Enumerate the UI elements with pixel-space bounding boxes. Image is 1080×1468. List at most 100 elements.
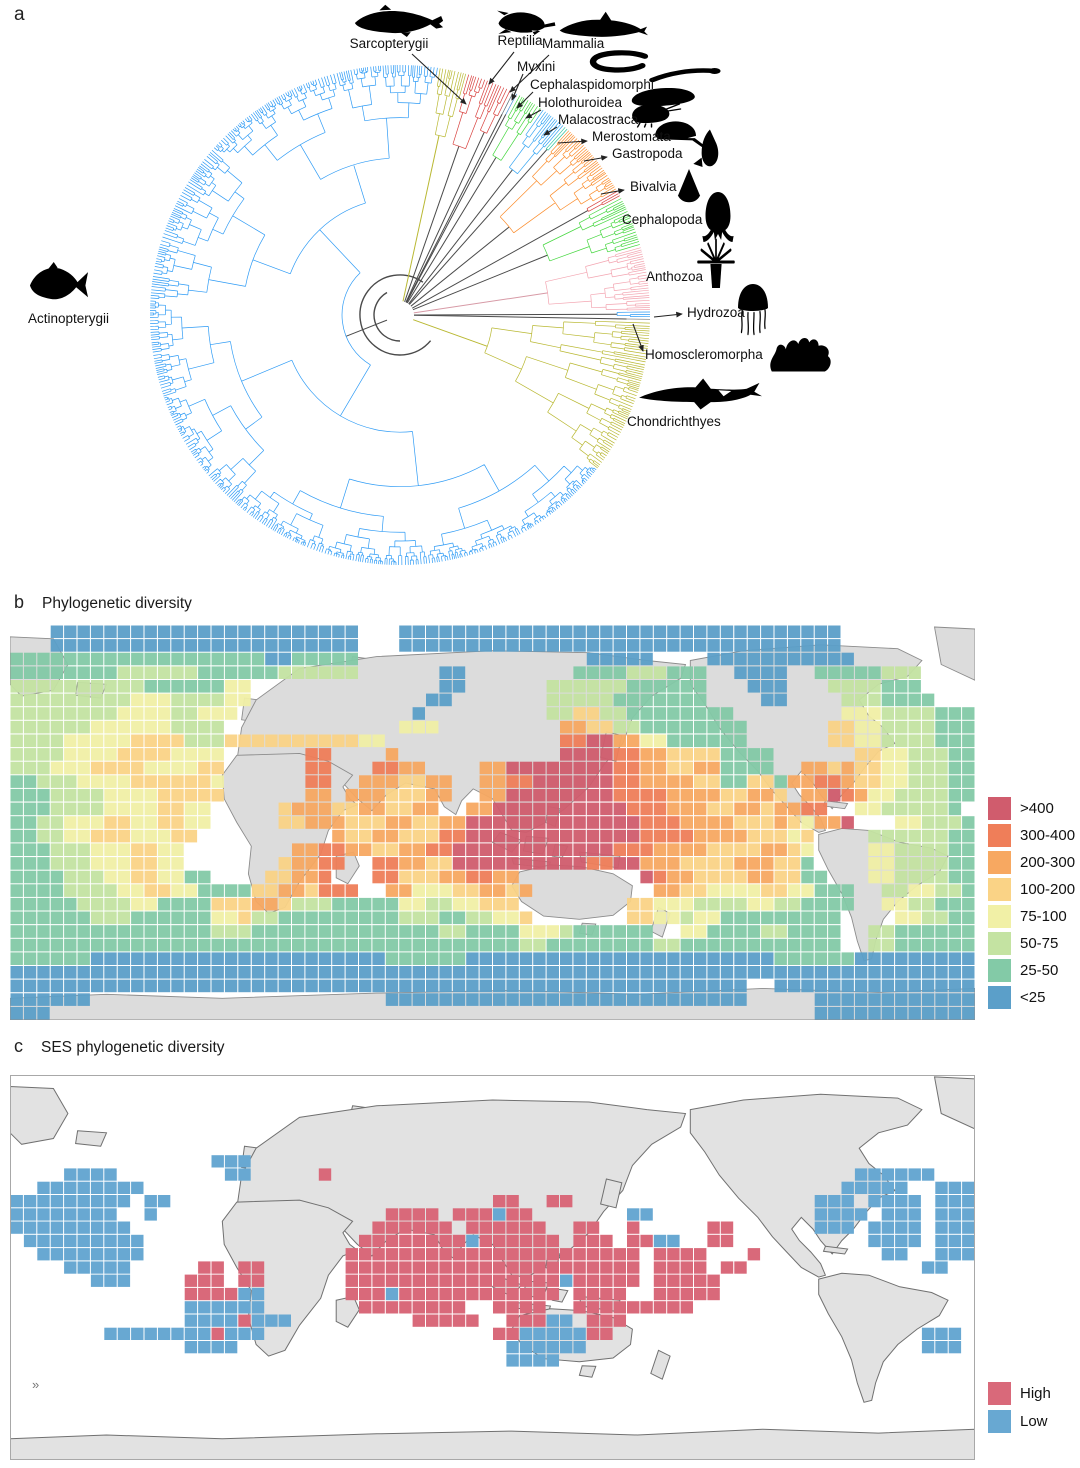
legend-swatch — [988, 824, 1011, 847]
arrow-hydrozoa — [653, 311, 683, 318]
legend-item: High — [988, 1382, 1051, 1405]
panel-a-label: a — [14, 4, 25, 25]
legend-item: 300-400 — [988, 824, 1075, 847]
clade-label-anthozoa: Anthozoa — [646, 269, 704, 284]
clade-wedge-cephalopoda — [542, 198, 640, 262]
clade-wedge-actinopterygii — [149, 64, 597, 566]
sponge-icon — [770, 337, 831, 372]
legend-swatch — [988, 878, 1011, 901]
clade-label-gastropoda: Gastropoda — [612, 146, 683, 161]
legend-item: 100-200 — [988, 878, 1075, 901]
arrow-malacostraca — [543, 126, 558, 136]
legend-label: 75-100 — [1020, 908, 1067, 925]
legend-label: Low — [1020, 1413, 1048, 1430]
snail-icon — [693, 129, 719, 167]
clade-wedge-anthozoa — [545, 247, 650, 311]
arrow-cephalaspidomorphi — [516, 91, 534, 109]
arrow-homoscleromorpha — [632, 323, 644, 352]
panel-c-label: c — [14, 1036, 23, 1056]
clade-wedge-sarcopterygii — [434, 68, 467, 138]
clade-label-myxini: Myxini — [517, 59, 555, 74]
clade-wedge-chondrichthyes — [484, 320, 650, 469]
clade-wedge-mammalia — [479, 85, 511, 134]
clade-label-bivalvia: Bivalvia — [630, 179, 677, 194]
legend-item: 200-300 — [988, 851, 1075, 874]
arrow-merostomata — [557, 138, 588, 145]
legend-swatch — [988, 986, 1011, 1009]
dolphin-icon — [559, 11, 648, 37]
panel-b-title: Phylogenetic diversity — [42, 595, 192, 612]
legend-swatch — [988, 797, 1011, 820]
legend-swatch — [988, 905, 1011, 928]
clade-label-malacostraca: Malacostraca — [558, 112, 639, 127]
arrow-mammalia — [509, 54, 550, 93]
tree-label-arrows — [411, 51, 683, 352]
legend-item: 75-100 — [988, 905, 1075, 928]
clade-label-merostomata: Merostomata — [592, 129, 671, 144]
legend-item: 25-50 — [988, 959, 1075, 982]
octopus-icon — [702, 192, 734, 242]
legend-item: Low — [988, 1410, 1051, 1433]
clade-wedge-malacostraca — [509, 109, 564, 174]
arrow-holothuroidea — [525, 109, 542, 119]
legend-swatch — [988, 1410, 1011, 1433]
sea-turtle-icon — [497, 10, 556, 35]
legend-swatch — [988, 959, 1011, 982]
lamprey-icon — [649, 68, 721, 83]
ses-legend: High Low — [988, 1382, 1051, 1433]
phylogenetic-tree: Actinopterygii Sarcopterygii Reptilia Ma… — [28, 4, 831, 566]
arrow-sarcopterygii — [411, 53, 467, 105]
sea-cucumber-icon — [631, 87, 695, 107]
sea-anemone-icon — [697, 238, 735, 288]
arrow-bivalvia — [600, 188, 625, 195]
arrow-reptilia — [488, 51, 515, 85]
legend-label: 25-50 — [1020, 962, 1059, 979]
map-ses-phylogenetic-diversity: » — [10, 1075, 975, 1460]
clade-wedge-hydrozoa — [616, 311, 651, 318]
legend-label: 100-200 — [1020, 881, 1076, 898]
clade-wedge-reptilia — [452, 74, 497, 150]
map-artifact-chevrons: » — [32, 1377, 39, 1392]
clade-label-homoscleromorpha: Homoscleromorpha — [645, 347, 763, 362]
diversity-grid — [10, 625, 975, 1020]
map-phylogenetic-diversity — [10, 625, 975, 1020]
legend-label: High — [1020, 1385, 1051, 1402]
panel-c-title: SES phylogenetic diversity — [41, 1039, 225, 1056]
clade-label-sarcopterygii: Sarcopterygii — [350, 36, 429, 51]
arrow-gastropoda — [583, 155, 608, 162]
ray-finned-fish-icon — [29, 262, 89, 300]
clade-label-reptilia: Reptilia — [497, 33, 543, 48]
legend-label: 200-300 — [1020, 854, 1076, 871]
clade-wedge-bivalvia — [586, 190, 620, 212]
legend-item: <25 — [988, 986, 1075, 1009]
clade-wedge-myxini — [501, 91, 514, 115]
panel-b-label: b — [14, 592, 25, 612]
horseshoe-crab-icon — [655, 121, 705, 148]
legend-swatch — [988, 1382, 1011, 1405]
legend-label: >400 — [1020, 800, 1054, 817]
clade-wedge-merostomata — [546, 127, 568, 151]
diversity-legend: >400 300-400 200-300 100-200 75-100 50-75 25-5… — [988, 797, 1075, 1009]
legend-label: <25 — [1020, 989, 1046, 1006]
legend-swatch — [988, 932, 1011, 955]
legend-item: 50-75 — [988, 932, 1075, 955]
coelacanth-icon — [354, 4, 444, 38]
legend-label: 300-400 — [1020, 827, 1076, 844]
legend-swatch — [988, 851, 1011, 874]
shrimp-icon — [632, 103, 682, 128]
clade-label-mammalia: Mammalia — [542, 36, 605, 51]
clade-label-holothuroidea: Holothuroidea — [538, 95, 623, 110]
hagfish-icon — [589, 50, 649, 73]
clade-label-chondrichthyes: Chondrichthyes — [627, 414, 721, 429]
tree-branches — [149, 64, 651, 566]
legend-label: 50-75 — [1020, 935, 1059, 952]
clade-wedge-gastropoda — [499, 130, 616, 234]
clade-label-hydrozoa: Hydrozoa — [687, 305, 745, 320]
clade-label-actinopterygii: Actinopterygii — [28, 311, 109, 326]
jellyfish-icon — [738, 284, 768, 336]
legend-item: >400 — [988, 797, 1075, 820]
shark-icon — [639, 378, 762, 410]
arrow-myxini — [511, 73, 524, 101]
clade-label-cephalopoda: Cephalopoda — [622, 212, 703, 227]
